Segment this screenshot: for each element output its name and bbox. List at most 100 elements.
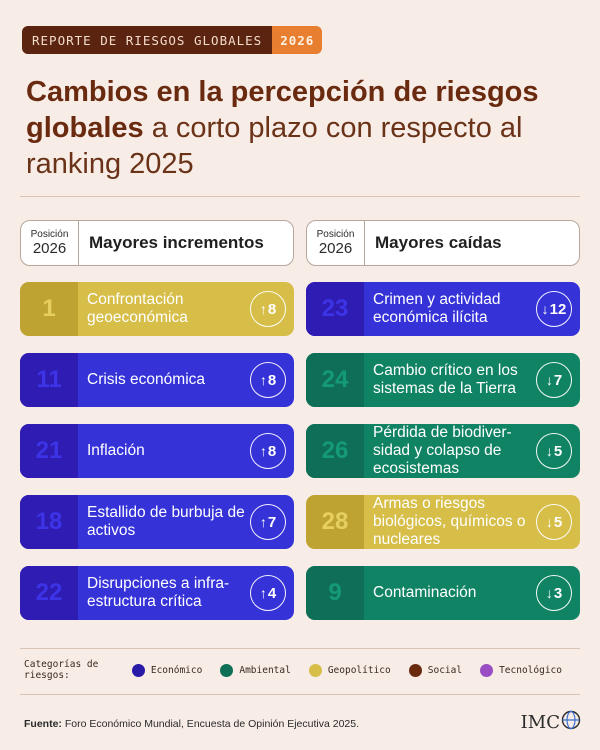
legend-label: Geopolítico	[327, 664, 391, 676]
risk-label: Contaminación	[373, 584, 477, 601]
increase-row: 1 Confrontación geoeconómica ↑ 8	[20, 282, 294, 336]
change-value: 8	[267, 300, 277, 318]
risk-label: Cambio crítico en los sistemas de la Tie…	[373, 362, 518, 397]
change-badge: ↓ 5	[536, 504, 572, 540]
rank-number: 24	[306, 353, 364, 407]
rank-number: 26	[306, 424, 364, 478]
position-label: Posición 2026	[307, 221, 365, 265]
decreases-header: Posición 2026 Mayores caídas	[306, 220, 580, 266]
change-badge: ↑ 8	[250, 291, 286, 327]
risk-label: Disrupciones a infra-estructura crítica	[87, 575, 230, 610]
legend-title: Categorías de riesgos:	[24, 659, 99, 681]
arrow-up-icon: ↑	[259, 443, 267, 459]
rank-number: 22	[20, 566, 78, 620]
change-value: 5	[553, 513, 563, 531]
legend-item: Geopolítico	[308, 663, 391, 677]
legend-dot	[220, 663, 234, 677]
divider	[20, 196, 580, 197]
source-note: Fuente: Foro Económico Mundial, Encuesta…	[24, 718, 359, 730]
legend-dot	[480, 663, 494, 677]
risk-label: Armas o riesgos biológicos, químicos o n…	[373, 495, 526, 548]
decrease-row: 23 Crimen y actividad económica ilícita …	[306, 282, 580, 336]
legend-label: Tecnológico	[499, 664, 562, 676]
arrow-down-icon: ↓	[545, 585, 553, 601]
page-title: Cambios en la percepción de riesgos glob…	[26, 74, 576, 182]
badge-year: 2026	[272, 26, 323, 54]
title-bold: Cambios en la percepción de riesgos glob…	[26, 76, 539, 144]
legend-item: Social	[408, 663, 463, 677]
change-value: 5	[553, 442, 563, 460]
change-badge: ↓ 3	[536, 575, 572, 611]
rank-number: 28	[306, 495, 364, 549]
position-label-text: Posición	[316, 229, 355, 240]
position-year: 2026	[32, 240, 67, 257]
rank-number: 9	[306, 566, 364, 620]
decrease-row: 24 Cambio crítico en los sistemas de la …	[306, 353, 580, 407]
rank-number: 21	[20, 424, 78, 478]
arrow-up-icon: ↑	[259, 372, 267, 388]
change-badge: ↓ 7	[536, 362, 572, 398]
decreases-title: Mayores caídas	[375, 233, 502, 252]
change-badge: ↑ 7	[250, 504, 286, 540]
change-value: 12	[549, 300, 567, 318]
globe-icon	[560, 709, 582, 736]
risk-label: Pérdida de biodiver-sidad y colapso de e…	[373, 424, 512, 477]
divider	[20, 694, 580, 695]
change-value: 8	[267, 371, 277, 389]
arrow-down-icon: ↓	[545, 443, 553, 459]
change-value: 8	[267, 442, 277, 460]
risk-label: Estallido de burbuja de activos	[87, 504, 245, 539]
rank-number: 11	[20, 353, 78, 407]
rank-number: 23	[306, 282, 364, 336]
title-regular: a corto plazo con respecto al ranking 20…	[26, 112, 523, 180]
increase-row: 18 Estallido de burbuja de activos ↑ 7	[20, 495, 294, 549]
legend-item: Económico	[131, 663, 203, 677]
report-badge: REPORTE DE RIESGOS GLOBALES 2026	[22, 26, 323, 54]
arrow-up-icon: ↑	[259, 301, 267, 317]
legend-item: Ambiental	[220, 663, 291, 677]
change-badge: ↓ 5	[536, 433, 572, 469]
arrow-up-icon: ↑	[259, 514, 267, 530]
decrease-row: 9 Contaminación ↓ 3	[306, 566, 580, 620]
risk-label: Inflación	[87, 442, 145, 459]
decrease-row: 28 Armas o riesgos biológicos, químicos …	[306, 495, 580, 549]
legend-dot	[408, 663, 422, 677]
position-label-text: Posición	[30, 229, 69, 240]
change-badge: ↑ 8	[250, 433, 286, 469]
badge-text: REPORTE DE RIESGOS GLOBALES	[22, 26, 273, 54]
arrow-down-icon: ↓	[545, 372, 553, 388]
increases-header: Posición 2026 Mayores incrementos	[20, 220, 294, 266]
risk-label: Crisis económica	[87, 371, 206, 388]
category-legend: Categorías de riesgos: Económico Ambient…	[24, 659, 580, 681]
legend-label: Ambiental	[239, 664, 291, 676]
arrow-up-icon: ↑	[259, 585, 267, 601]
source-text: Foro Económico Mundial, Encuesta de Opin…	[61, 718, 360, 730]
source-label: Fuente:	[24, 718, 62, 730]
risk-label: Crimen y actividad económica ilícita	[373, 291, 501, 326]
position-year: 2026	[318, 240, 353, 257]
change-badge: ↑ 4	[250, 575, 286, 611]
increase-row: 22 Disrupciones a infra-estructura críti…	[20, 566, 294, 620]
arrow-down-icon: ↓	[541, 301, 549, 317]
change-value: 4	[267, 584, 277, 602]
legend-label: Económico	[150, 664, 203, 676]
rank-number: 1	[20, 282, 78, 336]
rank-number: 18	[20, 495, 78, 549]
legend-dot	[131, 663, 145, 677]
imco-logo: IMC	[521, 709, 582, 736]
logo-text: IMC	[520, 712, 560, 733]
change-value: 7	[553, 371, 563, 389]
increases-title: Mayores incrementos	[89, 233, 264, 252]
position-label: Posición 2026	[21, 221, 79, 265]
change-badge: ↓ 12	[536, 291, 572, 327]
legend-dot	[308, 663, 322, 677]
decrease-row: 26 Pérdida de biodiver-sidad y colapso d…	[306, 424, 580, 478]
increase-row: 11 Crisis económica ↑ 8	[20, 353, 294, 407]
change-value: 3	[553, 584, 563, 602]
arrow-down-icon: ↓	[545, 514, 553, 530]
legend-label: Social	[427, 664, 463, 676]
change-value: 7	[267, 513, 277, 531]
risk-label: Confrontación geoeconómica	[87, 291, 188, 326]
change-badge: ↑ 8	[250, 362, 286, 398]
increase-row: 21 Inflación ↑ 8	[20, 424, 294, 478]
